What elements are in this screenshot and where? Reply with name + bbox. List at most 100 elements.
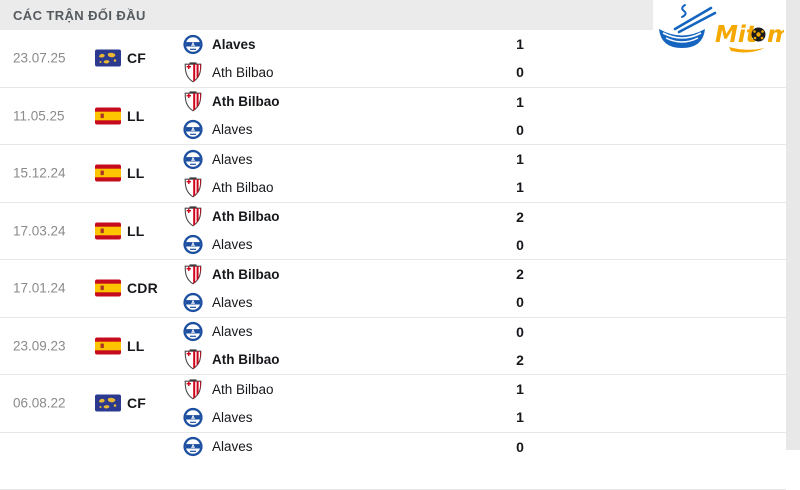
match-row[interactable]: 11.05.25 LL Ath Bilbao 1 Alaves 0 <box>0 88 786 146</box>
competition-code: LL <box>127 108 145 124</box>
team-score: 2 <box>510 209 530 225</box>
match-row[interactable]: 23.09.23 LL Alaves 0 Ath Bilbao 2 <box>0 318 786 376</box>
team-name: Alaves <box>212 152 253 167</box>
section-title: CÁC TRẬN ĐỐI ĐẦU <box>0 8 146 23</box>
match-teams: Alaves 0 <box>183 433 543 490</box>
team-name: Ath Bilbao <box>212 352 280 367</box>
team-logo-icon <box>183 177 203 198</box>
match-date: 23.09.23 <box>13 338 66 353</box>
team-line-home: Ath Bilbao 1 <box>183 88 543 116</box>
competition-code: LL <box>127 223 145 239</box>
team-score: 2 <box>510 266 530 282</box>
team-score: 0 <box>510 237 530 253</box>
svg-text:m: m <box>767 22 784 48</box>
team-name: Alaves <box>212 439 253 454</box>
match-list: 23.07.25 CF Alaves 1 Ath Bilbao 0 11.05. <box>0 30 786 450</box>
competition-flag-icon <box>95 107 121 124</box>
team-score: 1 <box>510 151 530 167</box>
match-date: 23.07.25 <box>13 51 66 66</box>
team-logo-icon <box>183 436 203 457</box>
team-logo-icon <box>183 349 203 370</box>
competition-flag-icon <box>95 222 121 239</box>
match-date: 11.05.25 <box>13 108 65 123</box>
match-teams: Alaves 1 Ath Bilbao 0 <box>183 30 543 87</box>
team-score: 1 <box>510 36 530 52</box>
svg-text:Mit: Mit <box>715 22 758 48</box>
competition-flag-icon <box>95 280 121 297</box>
noodle-bowl-logo-icon: Mit m <box>655 2 784 54</box>
team-name: Ath Bilbao <box>212 94 280 109</box>
team-logo-icon <box>183 321 203 342</box>
team-line-away: Alaves 0 <box>183 231 543 259</box>
team-score: 0 <box>510 324 530 340</box>
team-line-away: Ath Bilbao 1 <box>183 173 543 201</box>
team-line-away: Ath Bilbao 2 <box>183 346 543 374</box>
page-gutter <box>786 0 800 450</box>
match-teams: Ath Bilbao 2 Alaves 0 <box>183 260 543 317</box>
match-teams: Ath Bilbao 2 Alaves 0 <box>183 203 543 260</box>
team-name: Ath Bilbao <box>212 180 274 195</box>
match-date: 17.03.24 <box>13 223 66 238</box>
match-date: 06.08.22 <box>13 396 66 411</box>
team-score: 1 <box>510 409 530 425</box>
team-logo-icon <box>183 149 203 170</box>
competition-code: LL <box>127 165 145 181</box>
team-logo-icon <box>183 234 203 255</box>
competition-flag-icon <box>95 337 121 354</box>
match-teams: Ath Bilbao 1 Alaves 0 <box>183 88 543 145</box>
team-logo-icon <box>183 206 203 227</box>
competition-code: CF <box>127 50 146 66</box>
team-logo-icon <box>183 119 203 140</box>
team-name: Alaves <box>212 237 253 252</box>
team-logo-icon <box>183 379 203 400</box>
team-score: 1 <box>510 94 530 110</box>
team-score: 0 <box>510 294 530 310</box>
team-score: 1 <box>510 381 530 397</box>
team-name: Alaves <box>212 122 253 137</box>
team-logo-icon <box>183 264 203 285</box>
competition-flag-icon <box>95 165 121 182</box>
team-score: 0 <box>510 64 530 80</box>
h2h-page: CÁC TRẬN ĐỐI ĐẦU Mit m 23.07.25 <box>0 0 800 450</box>
team-score: 0 <box>510 122 530 138</box>
team-name: Alaves <box>212 324 253 339</box>
team-name: Alaves <box>212 37 256 52</box>
match-date: 17.01.24 <box>13 281 66 296</box>
team-logo-icon <box>183 292 203 313</box>
team-name: Ath Bilbao <box>212 209 280 224</box>
match-row[interactable]: 17.03.24 LL Ath Bilbao 2 Alaves 0 <box>0 203 786 261</box>
team-logo-icon <box>183 62 203 83</box>
team-line-home: Alaves 0 <box>183 433 543 461</box>
competition-flag-icon <box>95 395 121 412</box>
team-line-away: Alaves 0 <box>183 116 543 144</box>
team-score: 0 <box>510 439 530 455</box>
team-name: Ath Bilbao <box>212 267 280 282</box>
team-line-home: Alaves 1 <box>183 145 543 173</box>
match-teams: Alaves 0 Ath Bilbao 2 <box>183 318 543 375</box>
team-line-away: Alaves 1 <box>183 403 543 431</box>
team-line-away: Ath Bilbao 0 <box>183 58 543 86</box>
team-line-away: Alaves 0 <box>183 288 543 316</box>
team-logo-icon <box>183 34 203 55</box>
match-row[interactable]: 06.08.22 CF Ath Bilbao 1 Alaves 1 <box>0 375 786 433</box>
team-score: 2 <box>510 352 530 368</box>
team-score: 1 <box>510 179 530 195</box>
competition-code: CF <box>127 395 146 411</box>
team-logo-icon <box>183 91 203 112</box>
site-watermark-logo: Mit m <box>653 0 786 55</box>
team-line-home: Ath Bilbao 2 <box>183 260 543 288</box>
match-row[interactable]: 17.01.24 CDR Ath Bilbao 2 Alaves 0 <box>0 260 786 318</box>
team-name: Ath Bilbao <box>212 65 274 80</box>
match-row[interactable]: Alaves 0 <box>0 433 786 490</box>
team-name: Ath Bilbao <box>212 382 274 397</box>
team-name: Alaves <box>212 295 253 310</box>
match-teams: Alaves 1 Ath Bilbao 1 <box>183 145 543 202</box>
team-line-home: Ath Bilbao 1 <box>183 375 543 403</box>
match-date: 15.12.24 <box>13 166 66 181</box>
team-logo-icon <box>183 407 203 428</box>
competition-code: LL <box>127 338 145 354</box>
competition-code: CDR <box>127 280 158 296</box>
team-line-home: Ath Bilbao 2 <box>183 203 543 231</box>
team-line-home: Alaves 1 <box>183 30 543 58</box>
match-row[interactable]: 15.12.24 LL Alaves 1 Ath Bilbao 1 <box>0 145 786 203</box>
